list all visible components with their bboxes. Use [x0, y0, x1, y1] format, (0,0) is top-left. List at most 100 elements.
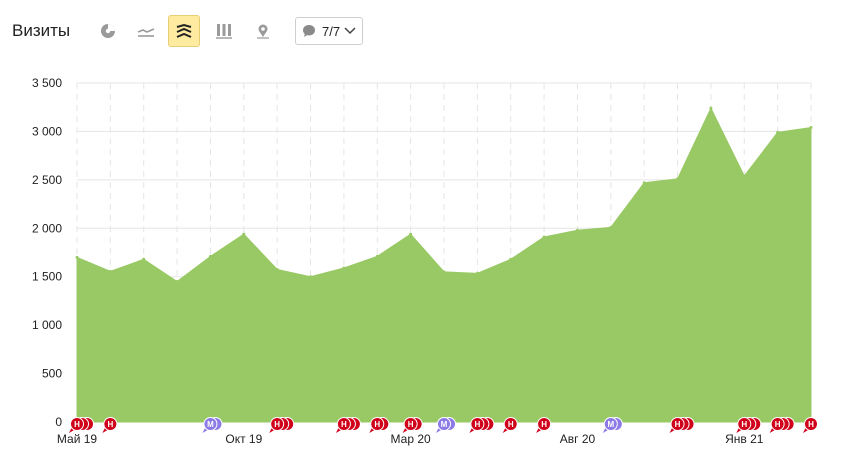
data-point [509, 257, 513, 261]
comment-icon [303, 25, 315, 37]
annotation-marker[interactable]: Н [536, 417, 552, 434]
annotation-marker[interactable]: Н [335, 417, 361, 434]
data-point [242, 232, 246, 236]
y-tick-label: 2 500 [32, 173, 62, 187]
map-icon [257, 24, 269, 39]
annotations-filter-button[interactable]: 7/7 [295, 17, 363, 45]
annotation-letter: Н [541, 420, 547, 429]
y-axis: 0 500 1 000 1 500 2 000 2 500 3 000 3 500 [32, 76, 62, 429]
annotation-letter: М [607, 420, 614, 429]
annotation-bubble-icon [537, 417, 552, 431]
annotation-letter: Н [374, 420, 380, 429]
x-axis: Май 19 Окт 19 Мар 20 Авг 20 Янв 21 [57, 432, 764, 446]
annotation-letter: Н [808, 420, 814, 429]
data-point [108, 269, 112, 273]
data-point [475, 271, 479, 275]
area-chart-icon [176, 23, 192, 38]
annotation-bubble-icon [770, 417, 785, 431]
annotation-letter: Н [675, 420, 681, 429]
area-series [75, 106, 813, 423]
data-point [709, 106, 713, 110]
annotation-marker[interactable]: Н [102, 417, 118, 434]
data-point [642, 181, 646, 185]
annotation-bubble-icon [470, 417, 485, 431]
y-tick-label: 3 500 [32, 76, 62, 90]
y-tick-label: 2 000 [32, 221, 62, 235]
data-point [175, 280, 179, 284]
annotation-marker[interactable]: М [436, 417, 456, 434]
annotation-marker[interactable]: Н [69, 417, 94, 434]
visits-area [76, 107, 812, 423]
data-point [142, 257, 146, 261]
data-point [809, 126, 813, 130]
annotation-bubble-icon [70, 417, 84, 431]
annotations-filter-label: 7/7 [322, 23, 341, 39]
x-tick-label: Авг 20 [560, 432, 596, 446]
annotation-marker[interactable]: Н [269, 417, 295, 434]
annotation-letter: Н [508, 420, 514, 429]
annotation-bubble-icon [270, 417, 285, 431]
chevron-down-icon [344, 27, 356, 35]
data-point [442, 270, 446, 274]
annotation-letter: М [441, 420, 448, 429]
annotation-bubble-icon [103, 417, 118, 431]
chart-header: Визиты [0, 14, 842, 48]
annotation-marker[interactable]: Н [803, 417, 818, 434]
data-point [409, 232, 413, 236]
annotation-bubble-icon [203, 417, 218, 431]
annotation-bubble-icon [603, 417, 618, 431]
data-point [742, 174, 746, 178]
bar-chart-button[interactable] [208, 15, 240, 47]
annotation-marker[interactable]: Н [769, 417, 795, 434]
x-tick-label: Май 19 [57, 432, 98, 446]
annotation-marker[interactable]: Н [669, 417, 695, 434]
annotation-bubble-icon [737, 417, 752, 431]
area-chart-button[interactable] [168, 15, 200, 47]
annotation-marker[interactable]: Н [736, 417, 762, 434]
x-tick-label: Мар 20 [391, 432, 431, 446]
bar-chart-icon [216, 24, 232, 39]
y-tick-label: 1 500 [32, 270, 62, 284]
x-tick-label: Янв 21 [725, 432, 764, 446]
line-chart-icon [137, 28, 155, 37]
annotation-letter: Н [408, 420, 414, 429]
data-point [75, 255, 79, 259]
data-point [275, 267, 279, 271]
annotation-bubble-icon [503, 417, 518, 431]
x-tick-label: Окт 19 [225, 432, 262, 446]
annotation-marker[interactable]: Н [402, 417, 423, 434]
chart-title: Визиты [12, 21, 71, 40]
annotation-bubble-icon [403, 417, 418, 431]
annotation-letter: Н [474, 420, 480, 429]
map-button[interactable] [247, 15, 279, 47]
data-point [542, 235, 546, 239]
pie-chart-button[interactable] [92, 15, 124, 47]
annotation-marker[interactable]: М [202, 417, 223, 434]
data-point [208, 254, 212, 258]
annotation-letter: Н [775, 420, 781, 429]
annotation-bubble-icon [804, 417, 818, 431]
y-tick-label: 1 000 [32, 318, 62, 332]
line-chart-button[interactable] [130, 15, 162, 47]
annotation-bubble-icon [370, 417, 385, 431]
data-point [575, 228, 579, 232]
annotation-bubble-icon [336, 417, 351, 431]
y-tick-label: 3 000 [32, 124, 62, 138]
annotation-letter: Н [74, 420, 80, 429]
annotation-letter: Н [107, 420, 113, 429]
data-point [676, 177, 680, 181]
annotation-bubble-icon [670, 417, 685, 431]
annotation-letter: Н [341, 420, 347, 429]
annotation-marker[interactable]: М [602, 417, 623, 434]
annotation-letter: Н [741, 420, 747, 429]
data-point [309, 275, 313, 279]
annotation-marker[interactable]: Н [469, 417, 495, 434]
data-point [375, 254, 379, 258]
data-point [342, 266, 346, 270]
annotation-marker[interactable]: Н [369, 417, 390, 434]
data-point [609, 225, 613, 229]
annotation-bubble-icon [437, 417, 451, 431]
annotation-marker[interactable]: Н [502, 417, 518, 434]
